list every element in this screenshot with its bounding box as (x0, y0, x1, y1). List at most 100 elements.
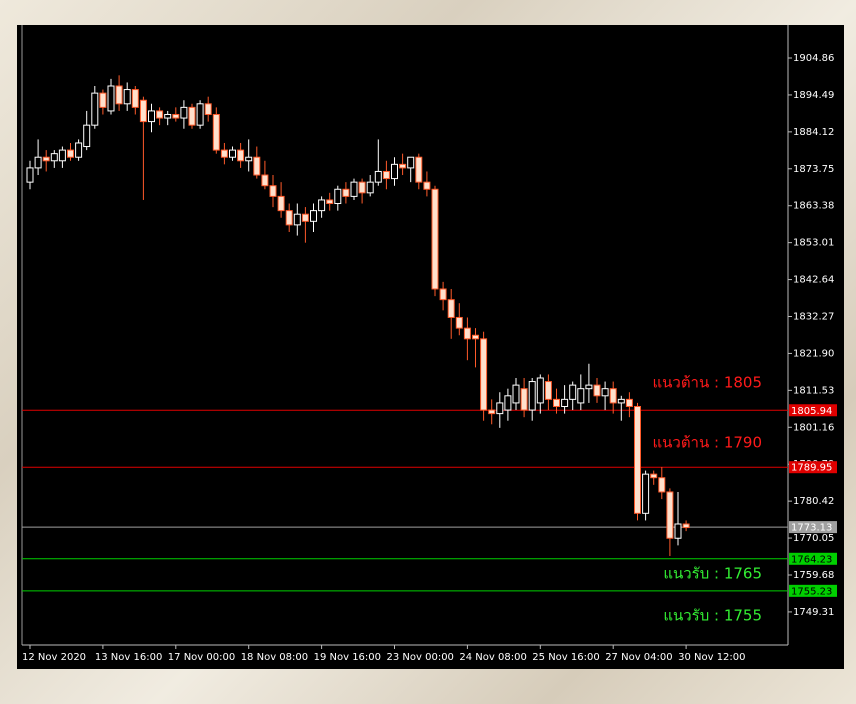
candle-body (301, 213, 309, 222)
candle-body (577, 388, 585, 404)
candle-body (131, 89, 139, 108)
candle-body (42, 156, 50, 162)
y-tick-label: 1842.64 (793, 275, 834, 286)
candle-body (180, 106, 188, 119)
candle-body (115, 85, 123, 105)
y-tick-label: 1759.68 (793, 570, 834, 581)
annotation: แนวต้าน : 1805 (652, 374, 762, 392)
candle-body (536, 377, 544, 404)
candle-body (674, 523, 682, 539)
candle-body (75, 142, 83, 158)
candle-body (220, 149, 228, 158)
candle-body (366, 181, 374, 194)
candle-body (561, 398, 569, 407)
y-tick-label: 1863.38 (793, 201, 834, 212)
annotation: แนวรับ : 1765 (663, 565, 762, 583)
candle-body (334, 188, 342, 205)
candle-body (642, 473, 650, 514)
candle-body (593, 384, 601, 397)
candle-body (204, 103, 212, 115)
annotation: แนวต้าน : 1790 (652, 434, 762, 452)
y-tick-label: 1780.42 (793, 496, 834, 507)
candle-body (83, 124, 91, 148)
candle-body (658, 477, 666, 493)
candle-body (285, 210, 293, 226)
candle-body (634, 405, 641, 514)
x-tick-label: 23 Nov 00:00 (387, 652, 454, 663)
x-tick-label: 24 Nov 08:00 (459, 652, 526, 663)
price-label-bg (789, 461, 837, 474)
candle-body (269, 185, 277, 197)
candle-body (237, 149, 245, 162)
candle-body (391, 163, 398, 180)
price-label: 1805.94 (791, 406, 832, 417)
candle-body (585, 384, 593, 390)
candle-body (625, 398, 633, 407)
candle-body (504, 395, 512, 411)
x-tick-label: 30 Nov 12:00 (678, 652, 745, 663)
x-tick-label: 12 Nov 2020 (22, 652, 86, 663)
candle-body (350, 181, 358, 197)
y-tick-label: 1894.49 (793, 90, 834, 101)
x-tick-label: 18 Nov 08:00 (241, 652, 308, 663)
candle-body (253, 156, 261, 176)
candle-body (407, 156, 415, 169)
y-tick-label: 1853.01 (793, 238, 834, 249)
candle-body (245, 156, 253, 162)
x-tick-label: 13 Nov 16:00 (95, 652, 162, 663)
candle-body (609, 388, 617, 404)
candle-body (601, 388, 609, 397)
candle-body (229, 149, 236, 158)
candle-body (569, 384, 577, 400)
y-tick-label: 1884.12 (793, 127, 834, 138)
y-tick-label: 1749.31 (793, 607, 834, 618)
x-tick-label: 17 Nov 00:00 (168, 652, 235, 663)
y-tick-label: 1904.86 (793, 53, 834, 64)
y-tick-label: 1801.16 (793, 422, 834, 433)
y-tick-label: 1770.05 (793, 533, 834, 544)
candle-body (342, 188, 350, 197)
price-label: 1773.13 (791, 523, 832, 534)
candle-body (666, 491, 674, 539)
candle-body (34, 156, 42, 169)
candle-body (447, 299, 455, 318)
candle-body (431, 188, 439, 290)
candle-body (58, 149, 66, 162)
price-label-bg (789, 584, 837, 597)
candle-body (188, 106, 196, 126)
candle-body (480, 338, 488, 411)
candle-body (50, 153, 58, 162)
candle-body (261, 174, 269, 187)
candle-body (164, 113, 172, 119)
candle-body (617, 398, 625, 404)
candle-body (310, 210, 317, 222)
candle-body (472, 334, 479, 340)
candle-body (520, 388, 528, 411)
candle-body (399, 163, 407, 169)
candle-body (212, 113, 220, 151)
candle-body (139, 99, 147, 123)
candle-body (358, 181, 366, 194)
candle-body (528, 381, 536, 411)
candle-body (415, 156, 423, 183)
candle-body (91, 92, 99, 126)
y-tick-label: 1821.90 (793, 348, 834, 359)
candle-body (382, 170, 390, 180)
chart-panel (17, 25, 844, 669)
price-label: 1789.95 (791, 463, 832, 474)
candle-body (374, 170, 382, 183)
candle-body (682, 523, 690, 529)
y-tick-label: 1873.75 (793, 164, 834, 175)
x-tick-label: 19 Nov 16:00 (314, 652, 381, 663)
candle-body (148, 110, 155, 123)
candle-body (277, 195, 285, 212)
candle-body (67, 149, 74, 158)
price-label-bg (789, 521, 837, 534)
candle-body (156, 110, 164, 119)
price-label: 1764.23 (791, 554, 832, 565)
candle-body (488, 409, 496, 415)
price-label-bg (789, 552, 837, 565)
y-tick-label: 1832.27 (793, 312, 834, 323)
